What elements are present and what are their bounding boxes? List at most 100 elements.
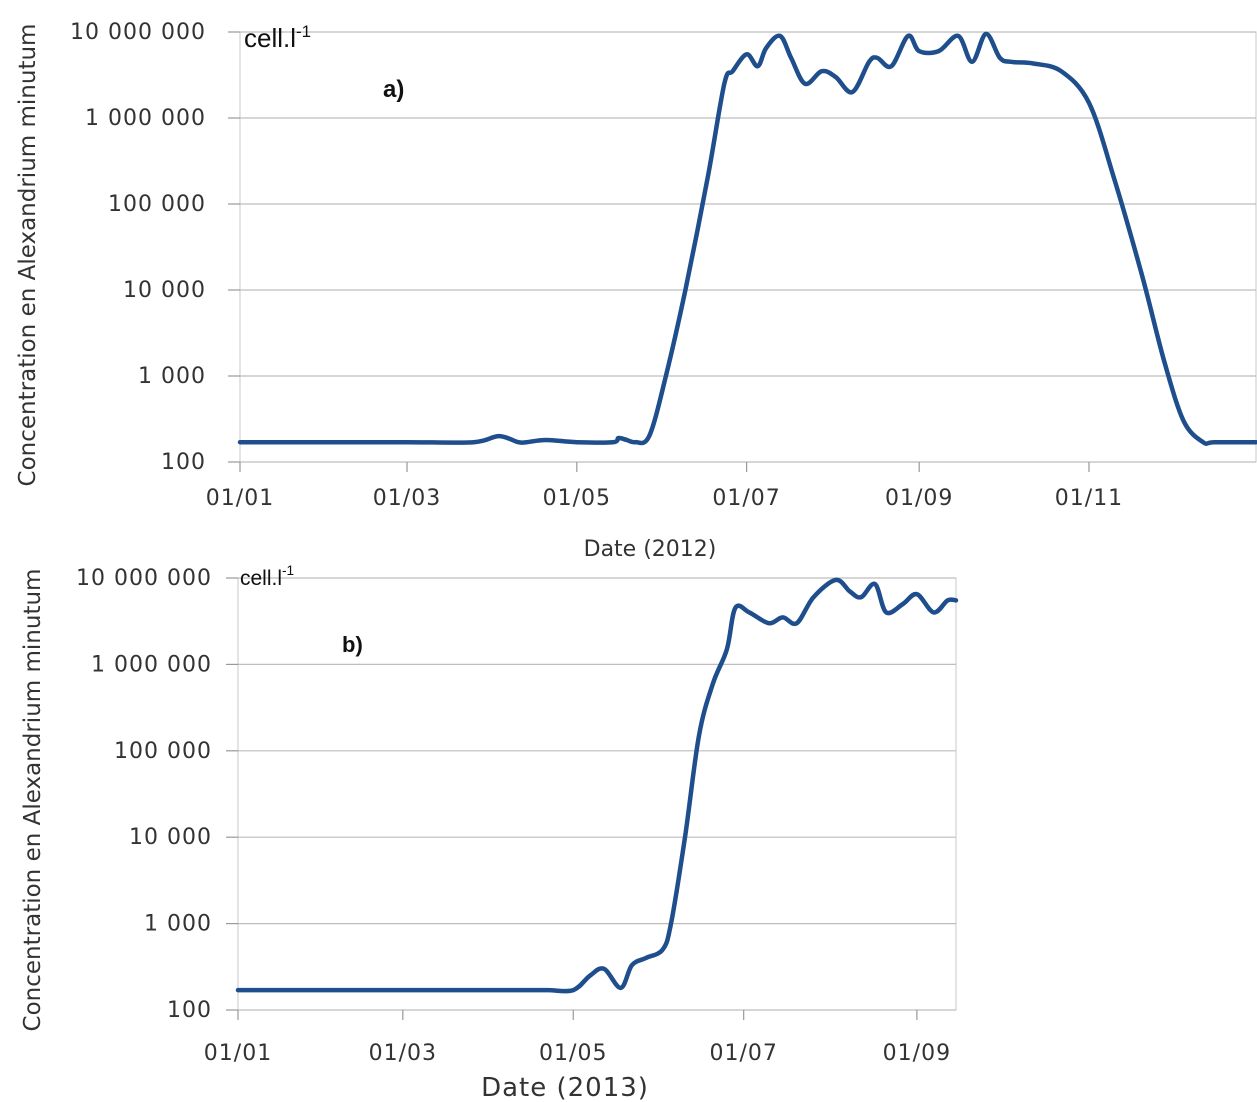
data-point [756, 64, 760, 68]
data-point [722, 82, 726, 86]
y-axis-title: Concentration en Alexandrium minutum [15, 24, 41, 487]
y-tick-label: 1 000 [138, 364, 206, 389]
data-point [789, 56, 793, 60]
data-point [1182, 419, 1186, 423]
y-axis-title: Concentration en Alexandrium minutum [20, 569, 46, 1032]
data-point [937, 49, 941, 53]
data-point [731, 69, 735, 73]
panel-label: a) [383, 76, 404, 103]
data-point [546, 988, 550, 992]
y-tick-label: 10 000 000 [76, 566, 212, 591]
data-point [1112, 176, 1116, 180]
data-point [647, 434, 651, 438]
data-point [1254, 440, 1257, 444]
data-point [946, 598, 950, 602]
data-point [697, 734, 701, 738]
data-point [1140, 273, 1144, 277]
chart-panel-b: 100 1 000 10 000 100 000 1 000 000 10 000 000… [20, 563, 959, 1102]
data-point [1009, 60, 1013, 64]
panel-label: b) [342, 632, 363, 657]
data-point [917, 49, 921, 53]
data-point [611, 440, 615, 444]
chart-panel-a: 100 1 000 10 000 100 000 1 000 000 10 000 000… [15, 20, 1257, 562]
data-point [1201, 440, 1205, 444]
data-point [745, 52, 749, 56]
data-point [834, 578, 838, 582]
y-tick-label: 1 000 000 [91, 652, 212, 677]
data-point [778, 34, 782, 38]
x-tick-label: 01/09 [883, 1041, 951, 1066]
data-point [236, 988, 240, 992]
data-point [472, 440, 476, 444]
data-point [850, 90, 854, 94]
data-point [932, 610, 936, 614]
y-tick-label: 10 000 000 [70, 20, 206, 45]
data-point [588, 974, 592, 978]
data-point [747, 610, 751, 614]
data-point [497, 434, 501, 438]
data-point [1059, 69, 1063, 73]
y-tick-label: 100 000 [114, 739, 212, 764]
y-tick-label: 100 [167, 998, 212, 1023]
y-tick-label: 1 000 [144, 912, 212, 937]
data-point [1162, 359, 1166, 363]
data-point [401, 988, 405, 992]
data-point [859, 595, 863, 599]
data-point [544, 438, 548, 442]
x-axis-title: Date (2013) [481, 1073, 649, 1102]
data-point [867, 60, 871, 64]
data-point [875, 56, 879, 60]
data-point [1031, 62, 1035, 65]
data-point [998, 56, 1002, 60]
data-point [820, 69, 824, 73]
data-point [324, 440, 328, 444]
data-point [575, 440, 579, 444]
x-tick-label: 01/01 [204, 1041, 272, 1066]
data-point [834, 75, 838, 79]
data-point [487, 988, 491, 992]
data-point [848, 589, 852, 593]
x-tick-label: 01/03 [373, 486, 441, 511]
x-tick-label: 01/01 [206, 486, 274, 511]
data-point [619, 986, 623, 990]
data-point [764, 46, 768, 50]
data-point [630, 963, 634, 967]
x-tick-label: 01/05 [543, 486, 611, 511]
data-point [683, 288, 687, 292]
data-point [644, 956, 648, 960]
data-point [683, 835, 687, 839]
data-point [633, 440, 637, 444]
x-tick-label: 01/07 [709, 1041, 777, 1066]
data-point [795, 621, 799, 625]
data-point [323, 988, 327, 992]
data-point [873, 582, 877, 586]
data-point [767, 621, 771, 625]
data-point [571, 988, 575, 992]
data-point [733, 606, 737, 610]
data-point [664, 374, 668, 378]
data-point [889, 64, 893, 68]
data-point [984, 32, 988, 36]
unit-label: cell.l-1 [244, 22, 311, 53]
data-point [527, 988, 531, 992]
y-tick-label: 1 000 000 [85, 106, 206, 131]
x-tick-label: 01/07 [712, 486, 780, 511]
data-point [906, 34, 910, 38]
x-tick-label: 01/03 [369, 1041, 437, 1066]
data-point [711, 682, 715, 686]
data-point [901, 602, 905, 606]
y-tick-label: 100 [161, 450, 206, 475]
unit-label: cell.l-1 [240, 563, 294, 590]
x-axis-title: Date (2012) [584, 537, 717, 562]
data-point [884, 610, 888, 614]
data-point [525, 440, 529, 444]
data-point [812, 595, 815, 599]
data-point [625, 438, 629, 442]
data-point [781, 615, 785, 619]
data-point [405, 440, 409, 444]
y-tick-label: 10 000 [123, 278, 206, 303]
data-point [669, 922, 673, 926]
data-point [915, 592, 919, 596]
y-tick-label: 10 000 [129, 825, 212, 850]
